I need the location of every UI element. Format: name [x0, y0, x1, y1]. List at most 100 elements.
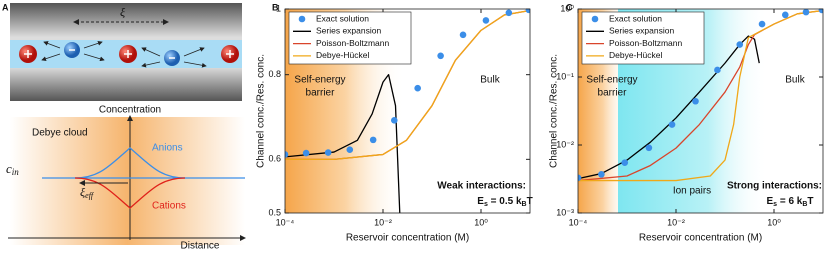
xi-eff-label: ξeff [80, 185, 95, 200]
y-tick-label: 10⁰ [560, 3, 574, 13]
plot-area [578, 9, 823, 182]
data-point [459, 31, 467, 39]
y-tick-label: 0.6 [268, 154, 281, 164]
data-point [714, 66, 721, 74]
c-in-main: c [6, 161, 12, 176]
data-point [505, 9, 513, 17]
data-point [645, 144, 653, 152]
data-point [621, 159, 629, 166]
data-point [369, 136, 377, 144]
xi-label: ξ [120, 5, 126, 19]
data-point [736, 41, 744, 48]
regime-label: Weak interactions: [437, 181, 526, 192]
energy-sub: B [522, 201, 527, 208]
panel-label: C [566, 2, 573, 12]
data-point [668, 121, 676, 128]
energy-part: = 0.5 k [488, 196, 522, 207]
series-line [578, 9, 823, 182]
ions [19, 42, 239, 66]
bulk-label: Bulk [480, 75, 500, 86]
barrier-label: Self-energy [294, 75, 345, 86]
plot-frame [577, 8, 824, 214]
plot-area [285, 9, 530, 213]
legend-label: Exact solution [609, 13, 662, 23]
y-axis-label: Channel conc./Res. conc. [256, 54, 267, 168]
regime-label: Strong interactions: [727, 181, 822, 192]
data-point [692, 97, 699, 105]
x-tick-label: 10⁰ [474, 217, 488, 227]
energy-part: E [477, 196, 484, 207]
x-axis-label: Reservoir concentration (M) [346, 233, 469, 244]
x-tick-label: 10⁻⁴ [569, 217, 588, 227]
energy-part: = 6 k [777, 196, 803, 207]
anion-curve [74, 147, 186, 179]
xi-eff-main: ξ [80, 185, 86, 199]
barrier-label: barrier [598, 88, 628, 99]
bulk-label: Bulk [785, 75, 805, 86]
xi-eff-sub: eff [85, 191, 95, 200]
energy-sub: B [802, 201, 807, 208]
data-point [285, 151, 289, 158]
y-tick-label: 1 [276, 3, 281, 13]
x-tick-label: 10⁻² [667, 217, 685, 227]
energy-label: Es = 6 kBT [766, 196, 813, 208]
legend-label: Exact solution [316, 13, 369, 23]
legend-label: Poisson-Boltzmann [609, 38, 683, 48]
energy-label: Es = 0.5 kBT [477, 196, 532, 208]
barrier-label: Self-energy [586, 75, 637, 86]
y-tick-label: 10⁻¹ [556, 71, 574, 81]
panel-label: A [2, 2, 9, 12]
y-tick-label: 10⁻³ [556, 207, 574, 217]
y-axis-label: Concentration [99, 105, 161, 116]
data-point [525, 9, 530, 14]
data-point [818, 9, 823, 14]
data-point [482, 17, 490, 24]
energy-sub: s [773, 201, 777, 208]
x-tick-label: 10⁰ [767, 217, 781, 227]
plot-frame [284, 8, 531, 214]
legend-label: Poisson-Boltzmann [316, 38, 390, 48]
data-point [414, 84, 421, 92]
legend-label: Debye-Hückel [316, 50, 369, 60]
x-tick-label: 10⁻⁴ [276, 217, 295, 227]
c-in-sub: in [12, 167, 20, 177]
y-axis-label: Channel conc./Res. conc. [549, 54, 560, 168]
barrier-label: barrier [306, 88, 336, 99]
series-line [285, 9, 530, 160]
legend-label: Series expansion [609, 26, 674, 36]
cation-curve [74, 177, 186, 209]
data-point [758, 20, 766, 28]
cations-label: Cations [152, 201, 186, 212]
data-point [437, 52, 444, 60]
c-in-label: cin [6, 161, 19, 177]
panel-a: A ξ Concentration Distance Debye cloud A… [2, 2, 246, 252]
data-point [781, 11, 789, 19]
data-point [578, 174, 582, 182]
legend-label: Series expansion [316, 26, 381, 36]
data-point [324, 149, 332, 156]
data-point [346, 146, 354, 153]
y-tick-label: 10⁻² [556, 139, 574, 149]
pair-label: Ion pairs [673, 186, 711, 197]
y-tick-label: 0.5 [268, 207, 281, 217]
energy-part: E [766, 196, 773, 207]
x-axis-label: Reservoir concentration (M) [639, 233, 762, 244]
energy-part: T [807, 196, 813, 207]
energy-sub: s [484, 201, 488, 208]
debye-label: Debye cloud [32, 128, 88, 139]
anions-label: Anions [152, 143, 183, 154]
field-lines [41, 40, 207, 68]
debye-band [10, 117, 245, 245]
series-line [285, 74, 401, 213]
y-tick-label: 0.8 [268, 69, 281, 79]
data-point [390, 117, 398, 124]
panel-label: B [272, 2, 279, 12]
legend-marker [591, 15, 599, 23]
data-point [802, 9, 810, 16]
legend-label: Debye-Hückel [609, 50, 662, 60]
x-axis-label: Distance [181, 241, 220, 252]
legend-marker [298, 15, 306, 23]
x-tick-label: 10⁻² [374, 217, 392, 227]
data-point [302, 149, 310, 157]
